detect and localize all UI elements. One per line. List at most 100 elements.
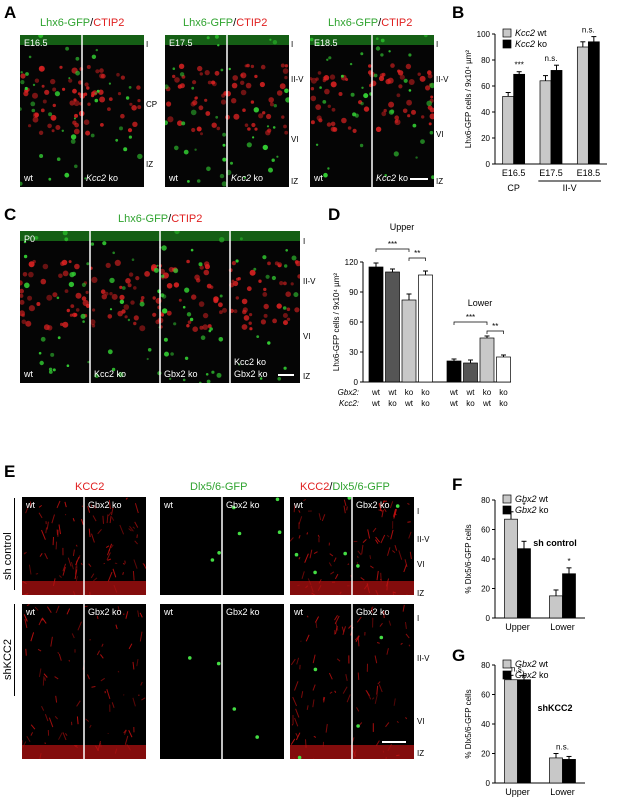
gfp-cell (121, 286, 126, 290)
ctip2-nucleus (283, 281, 287, 286)
genotype-wt: wt (294, 607, 303, 617)
kcc2-stain (40, 619, 44, 621)
gfp-cell (219, 294, 223, 298)
genotype-wt: wt (294, 500, 303, 510)
gfp-cell (181, 121, 186, 126)
ctip2-nucleus (316, 115, 322, 121)
bar (385, 271, 400, 383)
gfp-cell (161, 245, 167, 251)
ctip2-nucleus (197, 65, 203, 72)
significance-label: n.s. (582, 26, 595, 35)
layer-label: VI (436, 130, 444, 139)
kcc2-stain (30, 724, 36, 730)
row-bracket (14, 498, 15, 590)
ctip2-nucleus (200, 132, 203, 136)
kcc2-stain (390, 529, 394, 540)
kcc2-stain (334, 615, 340, 625)
ctip2-nucleus (198, 105, 204, 111)
panel-e-title-kcc2: KCC2 (75, 481, 105, 493)
gfp-cell (48, 370, 53, 374)
ctip2-nucleus (121, 309, 126, 314)
gfp-cell (276, 155, 279, 158)
gfp-cell (24, 282, 30, 289)
layer-label: IZ (417, 589, 425, 598)
significance-label: *** (466, 313, 475, 322)
kcc2-stain (89, 724, 92, 728)
panel-label-c: C (4, 205, 17, 224)
gfp-cell (198, 262, 203, 267)
ctip2-nucleus (92, 308, 96, 312)
ctip2-nucleus (219, 310, 223, 315)
ctip2-nucleus (86, 65, 91, 69)
gfp-cell (131, 258, 135, 261)
y-tick-label: 20 (481, 585, 490, 594)
bar-ko (562, 573, 576, 619)
ctip2-nucleus (52, 103, 56, 108)
gfp-cell (39, 154, 44, 158)
y-tick-label: 60 (481, 691, 490, 700)
bar (496, 356, 511, 383)
gfp-cell (96, 89, 100, 93)
gfp-cell (188, 656, 192, 660)
row-label-sh-control: sh control (2, 532, 14, 580)
panel-a-title-2: Lhx6-GFP/CTIP2 (183, 17, 268, 29)
ctip2-nucleus (101, 294, 108, 300)
kcc2-stain (294, 681, 299, 691)
kcc2-stain (58, 575, 62, 578)
kcc2-stain (90, 573, 95, 579)
kcc2-stain (122, 572, 124, 575)
ctip2-nucleus (367, 70, 373, 75)
kcc2-stain (385, 722, 390, 728)
ctip2-nucleus (406, 99, 412, 106)
gfp-cell (200, 335, 206, 340)
legend-swatch (502, 659, 512, 669)
gfp-cell (262, 144, 268, 151)
ctip2-nucleus (216, 126, 221, 131)
gfp-cell (182, 305, 186, 309)
ctip2-nucleus (331, 107, 336, 112)
kcc2-stain (62, 563, 67, 572)
kcc2-stain (347, 563, 350, 566)
kcc2-stain (376, 685, 379, 695)
y-axis-label: Lhx6-GFP cells / 9x10⁴ µm² (332, 273, 341, 371)
gfp-cell (163, 337, 168, 342)
ctip2-nucleus (55, 125, 61, 130)
layer-label: II-V (303, 277, 316, 286)
gfp-cell (221, 181, 227, 187)
kcc2-stain (404, 559, 408, 568)
y-tick-label: 20 (481, 134, 490, 143)
gbx2-genotype: ko (405, 388, 414, 397)
gfp-cell (139, 301, 145, 307)
kcc2-stain (38, 512, 43, 519)
significance-label: * (522, 501, 525, 510)
layer-label: I (146, 40, 149, 49)
kcc2-stain (102, 515, 104, 524)
ctip2-nucleus (260, 319, 266, 325)
gfp-cell (206, 379, 211, 383)
ctip2-nucleus (408, 79, 415, 85)
gbx2-genotype: wt (388, 388, 398, 397)
gfp-cell (187, 180, 190, 183)
ctip2-nucleus (144, 271, 150, 277)
ctip2-nucleus (87, 102, 91, 106)
stage-label: P0 (24, 234, 36, 244)
bar (479, 337, 495, 383)
ctip2-nucleus (240, 73, 244, 77)
ctip2-nucleus (266, 113, 272, 120)
bar (368, 266, 384, 383)
genotype-label: Gbx2 ko (164, 369, 198, 379)
ctip2-nucleus (254, 127, 258, 131)
ctip2-nucleus (284, 64, 289, 68)
layer-label: I (417, 614, 420, 623)
gfp-cell (80, 313, 86, 319)
ctip2-nucleus (220, 99, 227, 105)
ctip2-nucleus (240, 89, 247, 96)
gfp-cell (191, 86, 195, 90)
gfp-cell (56, 296, 60, 300)
kcc2-stain (106, 549, 111, 556)
kcc2-stain (290, 537, 294, 542)
ctip2-nucleus (394, 119, 399, 124)
ctip2-nucleus (62, 321, 69, 328)
ctip2-nucleus (205, 111, 211, 116)
gfp-cell (426, 100, 432, 107)
